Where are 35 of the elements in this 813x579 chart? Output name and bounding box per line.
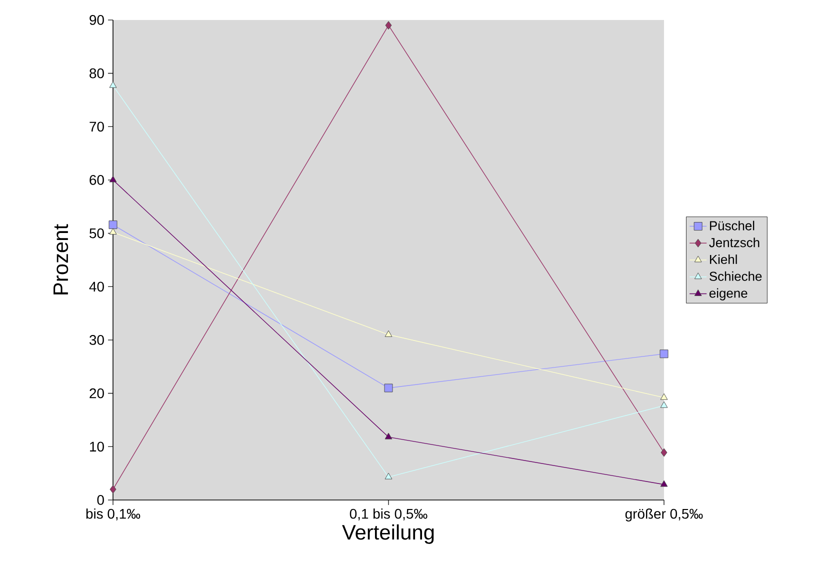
- point: [108, 220, 118, 230]
- x-axis-title: Verteilung: [342, 524, 434, 544]
- point: [660, 480, 668, 487]
- y-axis-title: Prozent: [54, 224, 68, 294]
- y-tick-label: 10: [90, 442, 104, 452]
- point: [384, 384, 393, 392]
- point: [109, 228, 117, 235]
- legend-label: Jentzsch: [709, 238, 760, 248]
- y-tick-label: 70: [90, 122, 104, 132]
- legend-label: eigene: [709, 288, 748, 300]
- point: [660, 448, 668, 457]
- y-tick-label: 60: [90, 175, 104, 185]
- y-tick-label: 50: [90, 228, 104, 238]
- y-tick-label: 30: [90, 335, 104, 345]
- legend-label: Püschel: [710, 220, 754, 230]
- y-tick-label: 0: [97, 495, 104, 505]
- point: [660, 401, 668, 408]
- y-tick-label: 40: [89, 282, 104, 292]
- legend-label: Schieche: [710, 271, 762, 281]
- y-tick-label: 90: [90, 15, 104, 25]
- point: [384, 472, 392, 480]
- x-tick-label: 0,1 bis 0,5‰: [350, 508, 428, 520]
- y-tick-label: 20: [90, 388, 104, 398]
- y-tick-label: 80: [90, 68, 104, 78]
- point: [384, 432, 392, 440]
- point: [110, 485, 116, 494]
- point: [385, 21, 392, 30]
- point: [384, 330, 392, 337]
- x-tick-label: bis 0,1‰: [86, 508, 140, 520]
- x-tick-label: größer 0,5‰: [625, 508, 703, 522]
- point: [660, 350, 668, 358]
- legend-label: Kiehl: [710, 254, 737, 264]
- point: [109, 81, 117, 88]
- point: [660, 393, 668, 400]
- point: [109, 176, 117, 182]
